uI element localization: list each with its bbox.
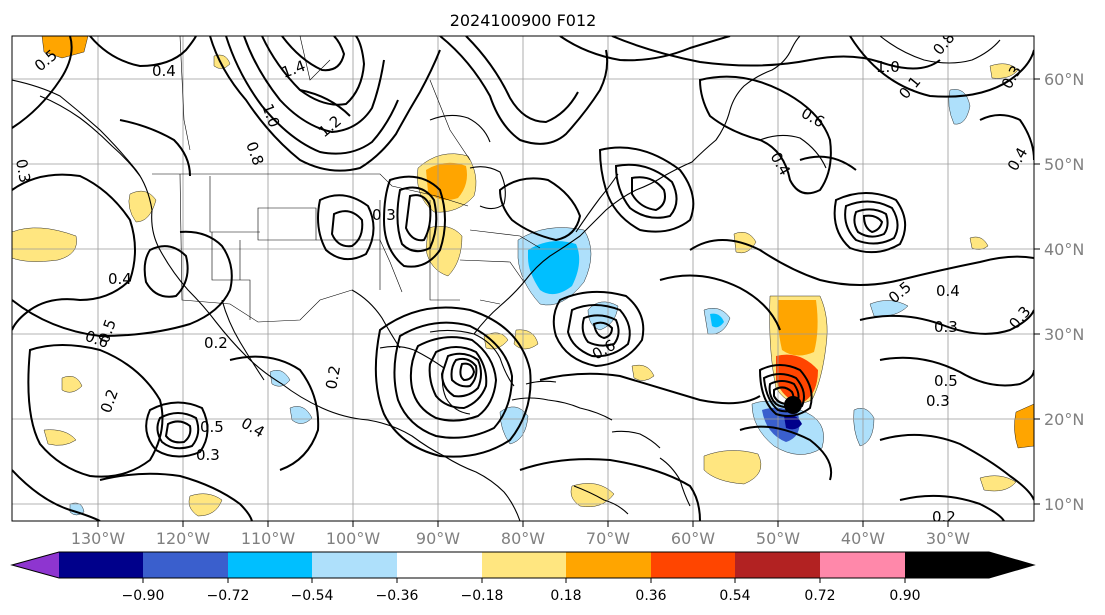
lon-label: 120°W <box>156 529 211 548</box>
graticule <box>12 36 1034 521</box>
lon-label: 130°W <box>71 529 126 548</box>
contour-label: 0.3 <box>12 158 34 185</box>
lon-label: 90°W <box>416 529 460 548</box>
contour-label: 0.2 <box>322 364 344 391</box>
contour-label: 0.4 <box>936 282 960 300</box>
colorbar-segment <box>312 552 397 578</box>
contour-label: 0.3 <box>372 206 396 224</box>
colorbar-segment <box>12 552 59 578</box>
contour-label: 0.4 <box>152 62 176 80</box>
contour-label: 0.5 <box>934 372 958 390</box>
contour-label: 0.3 <box>926 392 950 410</box>
lat-label: 10°N <box>1044 495 1084 514</box>
lon-label: 50°W <box>756 529 800 548</box>
contour-label: 1.0 <box>876 58 900 76</box>
colorbar-segment <box>228 552 312 578</box>
lat-label: 50°N <box>1044 155 1084 174</box>
contour-label: 0.2 <box>932 508 956 526</box>
colorbar-tick-label: −0.90 <box>122 588 165 604</box>
colorbar-segment <box>143 552 228 578</box>
map-panel: 0.5 0.4 1.4 1.0 0.8 1.2 0.3 0.4 0.6 0.2 … <box>12 36 1034 526</box>
colorbar-segment <box>59 552 143 578</box>
lon-axis: 130°W 120°W 110°W 100°W 90°W 80°W 70°W 6… <box>71 521 970 548</box>
contour-label: 0.2 <box>204 334 228 352</box>
lon-label: 60°W <box>671 529 715 548</box>
colorbar-tick-label: −0.36 <box>376 588 419 604</box>
lon-label: 100°W <box>326 529 381 548</box>
colorbar-tick-label: −0.18 <box>461 588 504 604</box>
colorbar-tick-label: 0.72 <box>804 588 835 604</box>
contour-label: 0.3 <box>934 318 958 336</box>
colorbar-ticks <box>142 578 906 583</box>
contour-lines <box>12 36 1034 521</box>
lon-label: 30°W <box>926 529 970 548</box>
contour-label: 0.4 <box>108 270 132 288</box>
colorbar-tick-label: 0.36 <box>635 588 666 604</box>
map-title: 2024100900 F012 <box>450 11 597 30</box>
colorbar: −0.90 −0.72 −0.54 −0.36 −0.18 0.18 0.36 … <box>10 551 1036 604</box>
colorbar-tick-label: −0.54 <box>291 588 334 604</box>
lat-label: 30°N <box>1044 325 1084 344</box>
lon-label: 40°W <box>841 529 885 548</box>
colorbar-tick-label: 0.18 <box>550 588 581 604</box>
colorbar-segment <box>566 552 651 578</box>
lat-label: 60°N <box>1044 70 1084 89</box>
political-borders <box>152 36 541 323</box>
storm-center-marker <box>784 396 802 414</box>
lat-label: 40°N <box>1044 240 1084 259</box>
colorbar-segment <box>397 552 482 578</box>
colorbar-segment <box>820 552 905 578</box>
lat-axis: 60°N 50°N 40°N 30°N 20°N 10°N <box>1034 70 1084 514</box>
contour-label: 0.3 <box>196 446 220 464</box>
colorbar-segment <box>651 552 735 578</box>
colorbar-tick-label: −0.72 <box>207 588 250 604</box>
colorbar-segment <box>735 552 820 578</box>
lon-label: 70°W <box>586 529 630 548</box>
colorbar-segment <box>482 552 566 578</box>
colorbar-tick-label: 0.90 <box>889 588 920 604</box>
colorbar-tick-label: 0.54 <box>719 588 750 604</box>
contour-label: 0.5 <box>200 418 224 436</box>
lat-label: 20°N <box>1044 410 1084 429</box>
lon-label: 80°W <box>501 529 545 548</box>
shaded-anomalies <box>12 36 1034 517</box>
colorbar-segment <box>905 552 1034 578</box>
lon-label: 110°W <box>241 529 296 548</box>
